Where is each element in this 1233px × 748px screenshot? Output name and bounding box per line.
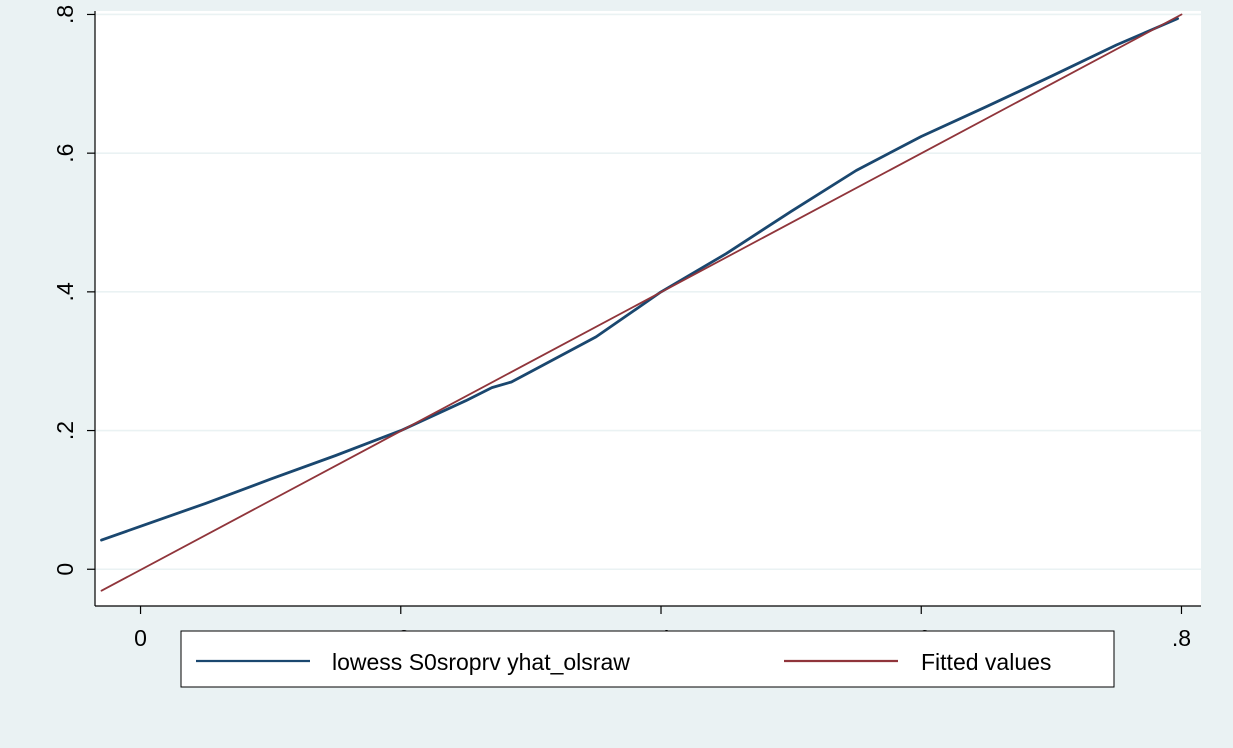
x-tick-label: .8 xyxy=(1172,625,1191,651)
y-tick-label: 0 xyxy=(52,563,78,576)
x-tick-label: 0 xyxy=(134,625,147,651)
y-axis-ticks: 0 .2 .4 .6 .8 xyxy=(52,5,95,576)
gridlines xyxy=(95,13,1201,571)
y-tick-label: .4 xyxy=(52,282,78,301)
plot-area xyxy=(95,11,1201,606)
y-tick-label: .2 xyxy=(52,421,78,440)
legend-label-fitted: Fitted values xyxy=(921,649,1051,675)
legend-box xyxy=(180,630,1115,688)
legend: lowess S0sroprv yhat_olsraw Fitted value… xyxy=(180,630,1115,688)
series-line-lowess xyxy=(100,17,1179,542)
y-tick-label: .6 xyxy=(52,144,78,163)
series-layer xyxy=(100,13,1183,592)
y-tick-label: .8 xyxy=(52,5,78,24)
series-line-fitted xyxy=(100,13,1183,592)
axes xyxy=(94,11,1201,607)
legend-label-lowess: lowess S0sroprv yhat_olsraw xyxy=(332,649,630,675)
